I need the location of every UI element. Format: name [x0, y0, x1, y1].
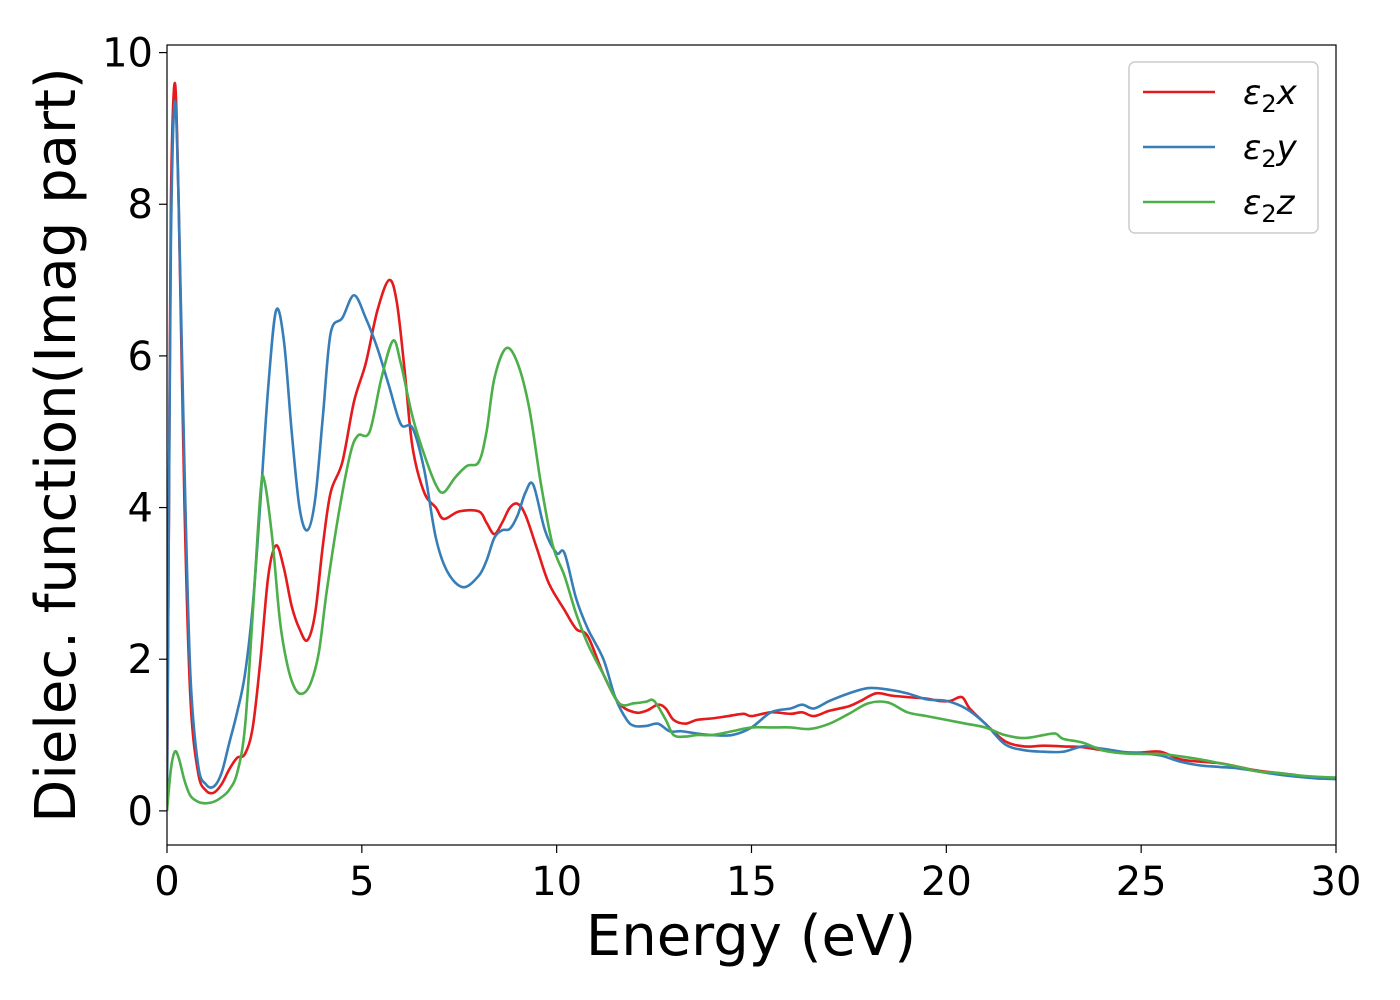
legend-box [1128, 61, 1319, 234]
y-tick-label: 10 [102, 31, 153, 77]
legend-label-subscript: 2 [1261, 90, 1276, 118]
x-tick-label: 0 [154, 859, 179, 905]
y-axis-label: Dielec. function(Imag part) [24, 67, 89, 823]
x-tick-label: 30 [1311, 859, 1362, 905]
x-tick-label: 5 [349, 859, 374, 905]
legend-label-variable: x [1276, 73, 1298, 113]
x-tick-label: 15 [726, 859, 777, 905]
y-tick-label: 6 [128, 334, 153, 380]
series-line-y [167, 100, 1336, 804]
legend-label-x: ε2x [1243, 73, 1298, 118]
legend-label-subscript: 2 [1261, 200, 1276, 228]
y-axis-ticks: 0 2 4 6 8 10 [102, 31, 167, 835]
legend-label-y: ε2y [1243, 128, 1298, 173]
series-line-x [167, 81, 1336, 811]
legend-label-subscript: 2 [1261, 145, 1276, 173]
legend-label-base: ε [1243, 73, 1261, 113]
y-tick-label: 0 [128, 789, 153, 835]
x-tick-label: 10 [531, 859, 582, 905]
series-line-z [167, 339, 1336, 812]
legend-label-z: ε2z [1243, 183, 1296, 228]
x-tick-label: 20 [921, 859, 972, 905]
x-tick-label: 25 [1116, 859, 1167, 905]
x-axis-ticks: 0 5 10 15 20 25 30 [154, 845, 1361, 905]
y-tick-label: 2 [128, 637, 153, 683]
legend-label-variable: y [1276, 128, 1298, 168]
legend-label-base: ε [1243, 183, 1261, 223]
x-axis-label: Energy (eV) [586, 904, 916, 969]
legend-label-variable: z [1276, 183, 1296, 223]
y-tick-label: 4 [128, 486, 153, 532]
series-layer [167, 81, 1336, 812]
legend-label-base: ε [1243, 128, 1261, 168]
y-tick-label: 8 [128, 182, 153, 228]
